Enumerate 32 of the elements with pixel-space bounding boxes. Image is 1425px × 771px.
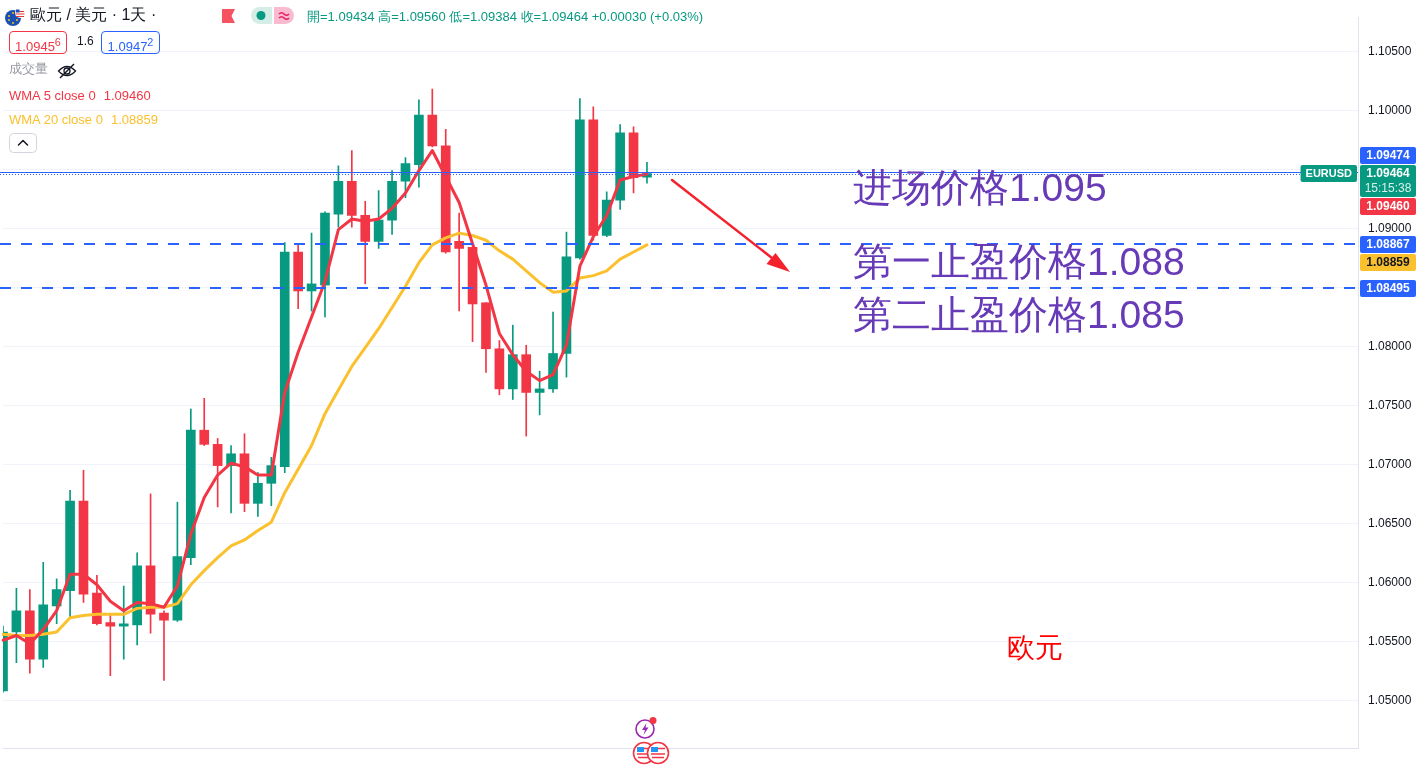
y-tick-label: 1.08000 bbox=[1368, 338, 1412, 353]
text: 1.09460 bbox=[1366, 199, 1411, 214]
ref-line-label: 1.09474 bbox=[1366, 148, 1411, 163]
annotation: 1.0945$^{6}$ bbox=[15, 36, 61, 55]
chart-title: 歐元 / 美元 · 1天 · bbox=[30, 5, 157, 25]
text: WMA 20 close 0 bbox=[9, 112, 103, 127]
chart-subtitle: 開=1.09434 高=1.09560 低=1.09384 收=1.09464 +0.00030 (+0.03%) bbox=[307, 8, 704, 26]
y-tick-label: 1.10500 bbox=[1368, 43, 1412, 58]
ref-line-label: 1.08867 bbox=[1366, 237, 1411, 252]
y-tick-label: 1.07500 bbox=[1368, 397, 1412, 412]
y-tick-label: 1.09000 bbox=[1368, 220, 1412, 235]
annotation: EURUSD bbox=[1305, 167, 1353, 180]
annotation: 1.0947$^{2}$ bbox=[107, 36, 154, 55]
annotation: 1.6 bbox=[77, 34, 94, 48]
ref-line-label: 1.08495 bbox=[1366, 281, 1411, 296]
y-tick-label: 1.05500 bbox=[1368, 633, 1412, 648]
annotation: 1.08859 bbox=[110, 112, 158, 127]
y-tick-label: 1.06500 bbox=[1368, 515, 1412, 530]
annotation: 第二止盈价格1.085 bbox=[853, 293, 1185, 336]
annotation: 进场价格1.095 bbox=[853, 166, 1107, 209]
text: WMA 5 close 0 bbox=[9, 88, 96, 103]
y-tick-label: 1.07000 bbox=[1368, 456, 1412, 471]
y-tick-label: 1.10000 bbox=[1368, 102, 1412, 117]
text: 1.09464 bbox=[1366, 166, 1411, 181]
text: 1.08859 bbox=[1366, 255, 1411, 270]
annotation: 欧元 bbox=[1007, 632, 1063, 663]
text: 15:15:38 bbox=[1364, 181, 1412, 196]
y-tick-label: 1.06000 bbox=[1368, 574, 1412, 589]
annotation: 成交量 bbox=[9, 61, 48, 76]
y-tick-label: 1.05000 bbox=[1368, 692, 1412, 707]
annotation: 第一止盈价格1.088 bbox=[853, 240, 1185, 283]
annotation: 1.09460 bbox=[103, 88, 151, 103]
